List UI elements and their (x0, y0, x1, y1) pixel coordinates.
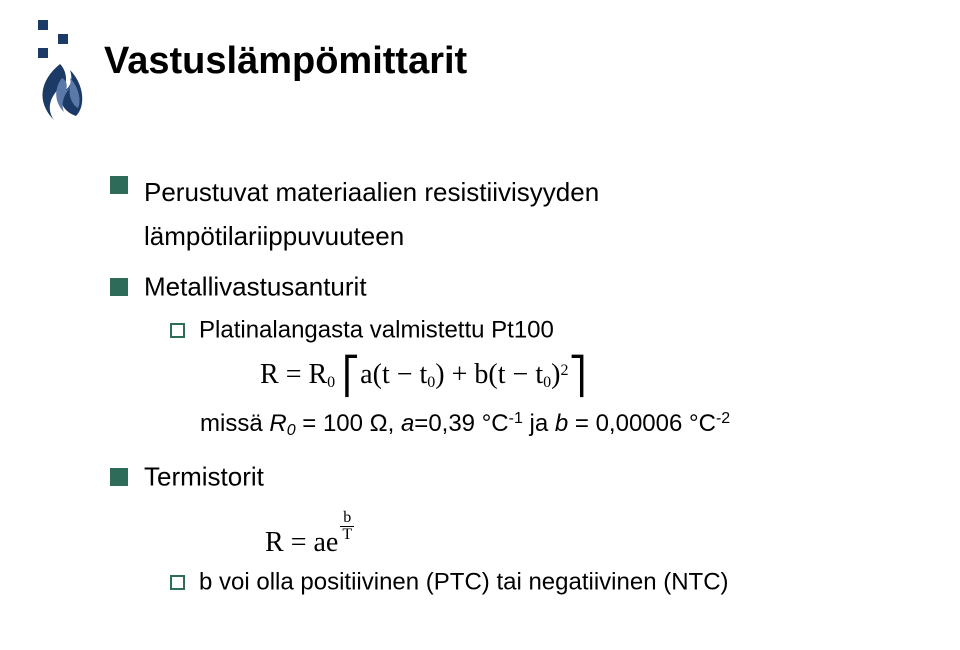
bullet-l1-a: Perustuvat materiaalien resistiivisyyden… (110, 170, 870, 258)
bullet-icon (110, 278, 128, 296)
bullet-l1-c: Termistorit (110, 460, 264, 493)
slide: Vastuslämpömittarit Perustuvat materiaal… (0, 0, 960, 650)
text: =0,39 °C (414, 410, 508, 437)
bullet-l1-b: Metallivastusanturit (110, 270, 367, 303)
bullet-text: Metallivastusanturit (144, 272, 367, 302)
page-title: Vastuslämpömittarit (104, 40, 467, 83)
bullet-text: b voi olla positiivinen (PTC) tai negati… (199, 569, 729, 596)
bullet-text: Platinalangasta valmistettu Pt100 (199, 317, 554, 344)
bullet-icon (170, 323, 185, 338)
bullet-l2-c: b voi olla positiivinen (PTC) tai negati… (170, 568, 729, 597)
text: = 0,00006 °C (568, 410, 716, 437)
bullet-text: Termistorit (144, 462, 264, 492)
text: R (269, 410, 286, 437)
text: b (555, 410, 568, 437)
bullet-l2-b: missä R0 = 100 Ω, a=0,39 °C-1 ja b = 0,0… (200, 410, 730, 440)
text: missä (200, 410, 269, 437)
bullet-icon (110, 176, 128, 194)
formula-thermistor: R = aebT (265, 510, 354, 559)
text: = 100 Ω, (296, 410, 401, 437)
text: ja (523, 410, 555, 437)
bullet-text: Perustuvat materiaalien resistiivisyyden… (144, 170, 844, 258)
flame-logo (30, 20, 90, 130)
formula-resistance: R = R0 ⎡a(t − t0) + b(t − t0)2⎤ (260, 355, 586, 397)
bullet-l2-a: Platinalangasta valmistettu Pt100 (170, 316, 554, 345)
bullet-icon (110, 468, 128, 486)
bullet-icon (170, 575, 185, 590)
text: a (401, 410, 414, 437)
